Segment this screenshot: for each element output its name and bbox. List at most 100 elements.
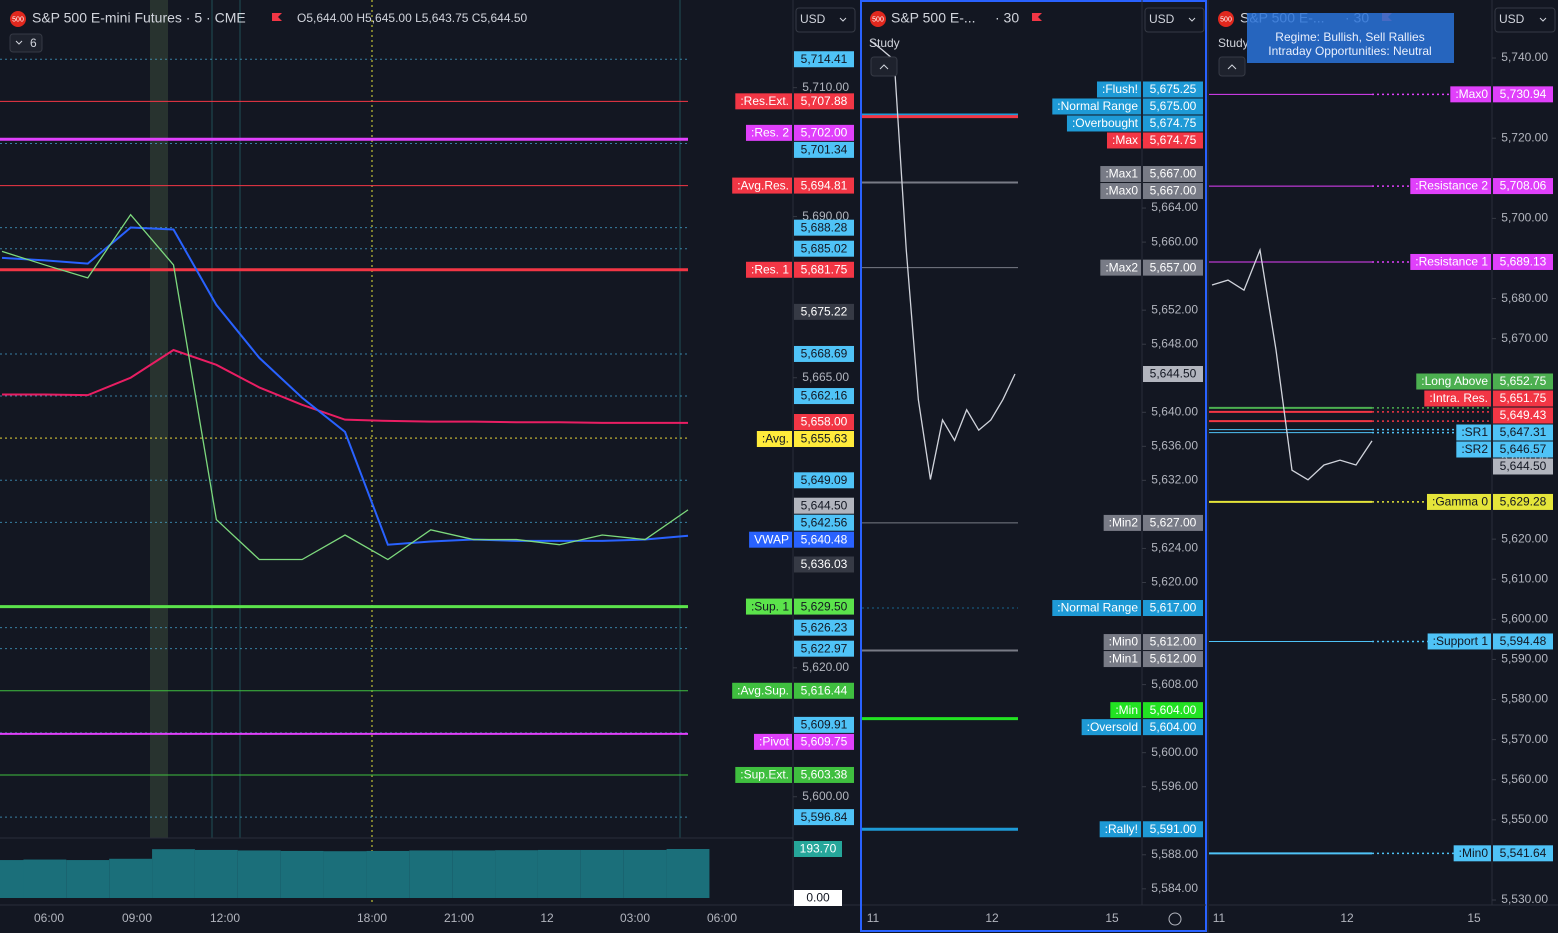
price-tag-label: 5,675.25 [1150, 82, 1197, 96]
price-tag-label: 5,603.38 [801, 768, 848, 782]
price-tag-label: 5,668.69 [801, 347, 848, 361]
name-tag-label: :SR1 [1461, 425, 1488, 439]
name-tag-label: :Gamma 0 [1432, 495, 1488, 509]
name-tag-label: :Intra. Res. [1429, 391, 1488, 405]
name-tag [1081, 719, 1141, 736]
volume-bar [280, 850, 324, 898]
symbol[interactable]: S&P 500 E-mini Futures · 5 · CME [32, 10, 246, 26]
name-tag-label: VWAP [754, 532, 789, 546]
name-tag [1100, 183, 1141, 200]
name-tag [1096, 81, 1141, 98]
price-line [1, 213, 689, 561]
name-tag-label: :Oversold [1087, 720, 1138, 734]
name-tag-label: :Resistance 1 [1415, 255, 1488, 269]
price-tag-label: 5,626.23 [801, 620, 848, 634]
y-tick-label: 5,680.00 [1501, 291, 1548, 305]
chevron [839, 17, 847, 22]
active-frame [860, 0, 1207, 932]
currency-box[interactable] [1144, 7, 1205, 33]
price-tag-label: 5,707.88 [801, 94, 848, 108]
y-tick-label: 5,580.00 [1501, 692, 1548, 706]
name-tag [1416, 373, 1491, 390]
icon-text: 500 [872, 16, 884, 23]
y-tick-label: 5,584.00 [1151, 881, 1198, 895]
price-tag [794, 219, 854, 236]
name-tag [1052, 98, 1141, 115]
chevron [1539, 17, 1547, 22]
price-tag-label: 5,644.50 [1150, 367, 1197, 381]
price-tag [794, 716, 854, 733]
price-tag-label: 5,616.44 [801, 683, 848, 697]
price-tag [1143, 365, 1203, 382]
price-tag-label: 5,636.03 [801, 557, 848, 571]
volume-bar [323, 851, 367, 898]
price-tag-label: 5,655.63 [801, 432, 848, 446]
price-tag-label: 5,675.22 [801, 305, 848, 319]
name-tag [745, 598, 792, 615]
price-tag-label: 5,667.00 [1150, 184, 1197, 198]
y-tick-label: 5,670.00 [1501, 331, 1548, 345]
volume-bar [666, 849, 710, 898]
y-tick-label: 5,652.00 [1151, 302, 1198, 316]
y-tick-label: 5,740.00 [1501, 50, 1548, 64]
name-tag-label: :Support 1 [1433, 634, 1489, 648]
symbol[interactable]: S&P 500 E-... [891, 10, 976, 26]
volume-bar [152, 849, 195, 898]
volume-bar [452, 850, 496, 898]
price-tag [794, 51, 854, 68]
interval: · 30 [995, 10, 1019, 26]
name-tag-label: :Flush! [1102, 82, 1138, 96]
y-tick-label: 5,620.00 [802, 660, 849, 674]
collapse-button[interactable] [1218, 56, 1246, 77]
currency-box[interactable] [1494, 7, 1556, 33]
chart-area [1209, 93, 1492, 855]
price-tag [794, 556, 854, 573]
chart-area [0, 58, 689, 818]
volume-bar [194, 849, 238, 898]
name-tag [1426, 493, 1491, 510]
name-tag-label: :Min0 [1459, 846, 1489, 860]
name-tag-label: :Max [1112, 133, 1138, 147]
price-tag-label: 5,702.00 [801, 126, 848, 140]
chevron [879, 64, 889, 70]
chevron [1188, 17, 1196, 22]
settings-icon[interactable] [1168, 912, 1182, 926]
price-tag [1493, 86, 1553, 103]
price-tag [794, 682, 854, 699]
name-tag [1052, 600, 1141, 617]
volume-tag-label: 0.00 [806, 891, 830, 905]
price-tag-label: 5,640.48 [801, 532, 848, 546]
price-tag [1143, 259, 1203, 276]
price-tag [794, 514, 854, 531]
name-tag-label: :Sup. 1 [751, 599, 789, 613]
price-tag-label: 5,652.75 [1500, 374, 1547, 388]
collapse-button[interactable] [870, 56, 898, 77]
price-tag [1493, 845, 1553, 862]
name-tag-label: :Min [1115, 703, 1138, 717]
price-tag [794, 497, 854, 514]
y-tick-label: 5,550.00 [1501, 812, 1548, 826]
y-tick-label: 5,600.00 [802, 789, 849, 803]
volume-tag [794, 890, 842, 906]
price-tag [794, 141, 854, 158]
indicator-toggle[interactable] [9, 33, 43, 53]
currency-box[interactable] [795, 7, 856, 33]
y-tick-label: 5,620.00 [1501, 531, 1548, 545]
y-tick-label: 5,640.00 [1151, 404, 1198, 418]
symbol-icon [870, 11, 886, 27]
ohlc: O5,644.00 H5,645.00 L5,643.75 C5,644.50 [297, 11, 528, 25]
name-tag [1106, 132, 1141, 149]
volume-bar [66, 860, 110, 898]
name-tag-label: :Max1 [1105, 167, 1138, 181]
price-tag [1143, 514, 1203, 531]
time-label: 21:00 [444, 911, 474, 925]
price-tag [1143, 634, 1203, 651]
name-tag [1099, 821, 1141, 838]
price-tag-label: 5,604.00 [1150, 720, 1197, 734]
price-tag-label: 5,688.28 [801, 220, 848, 234]
icon-text: 500 [12, 16, 24, 23]
price-tag-label: 5,629.28 [1500, 495, 1547, 509]
price-line [1211, 247, 1373, 481]
price-tag-label: 5,644.50 [1500, 459, 1547, 473]
price-tag-label: 5,646.57 [1500, 442, 1547, 456]
